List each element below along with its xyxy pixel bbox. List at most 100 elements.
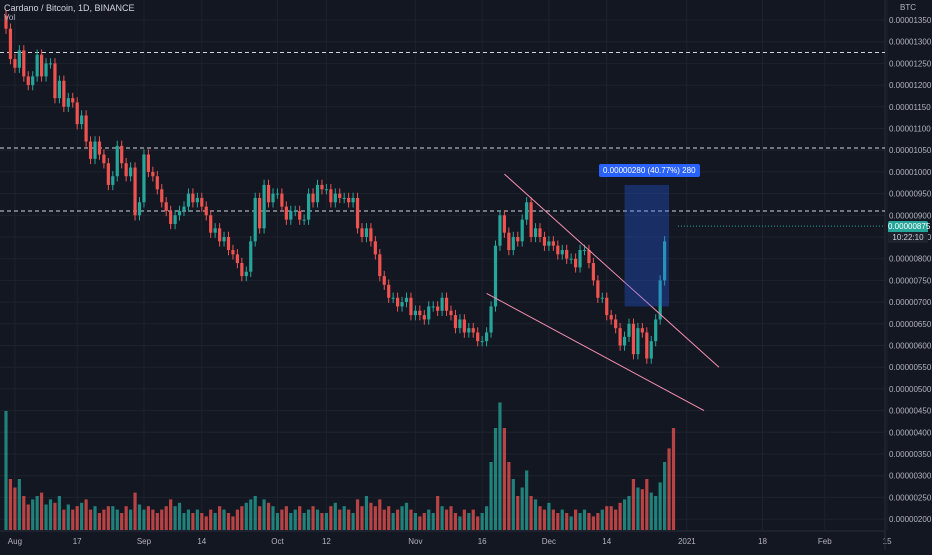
volume-bar (71, 509, 75, 530)
volume-bar (186, 509, 191, 530)
candle-body (453, 315, 458, 329)
candle-body (458, 319, 462, 329)
candle-body (169, 210, 173, 224)
volume-bar (560, 509, 564, 530)
wedge-lower-line (486, 292, 705, 412)
volume-bar (582, 509, 587, 530)
volume-bar (204, 516, 208, 530)
candle-body (582, 250, 587, 252)
price-tick-label: 0.00000950 (889, 190, 932, 199)
volume-bar (640, 489, 644, 530)
candle-body (31, 76, 35, 86)
candle-body (97, 141, 102, 155)
volume-bar (266, 502, 271, 530)
candle-body (409, 297, 413, 316)
volume-bar (516, 496, 520, 530)
time-tick-label: Sep (137, 537, 152, 546)
volume-bar (22, 496, 26, 530)
candle-body (333, 193, 337, 203)
volume-bar (293, 509, 297, 530)
candle-body (57, 80, 61, 99)
candle-body (129, 167, 133, 177)
volume-bar (222, 509, 226, 530)
volume-bar (542, 509, 547, 530)
volume-bar (133, 492, 137, 530)
candle-body (142, 154, 146, 203)
candle-body (360, 228, 364, 237)
candle-body (195, 197, 199, 203)
volume-bar (373, 506, 377, 530)
volume-bar (471, 509, 475, 530)
volume-bar (213, 513, 217, 530)
volume-bar (489, 462, 493, 530)
volume-bar (378, 499, 382, 530)
candle-body (186, 193, 191, 207)
volume-bar (177, 502, 182, 530)
measure-box (624, 184, 670, 307)
candle-body (13, 59, 17, 68)
candle-body (324, 189, 328, 191)
candle-body (218, 228, 222, 242)
volume-bar (533, 499, 538, 530)
candle-body (213, 228, 217, 233)
volume-bar (4, 411, 8, 530)
price-tick-label: 0.00000800 (889, 255, 932, 264)
current-price-value: 0.00000875 (888, 222, 931, 231)
volume-bar (347, 509, 351, 530)
candle-body (44, 63, 48, 77)
time-tick-label: 12 (322, 537, 331, 546)
candle-body (645, 332, 649, 359)
volume-bar (324, 513, 328, 530)
price-tick-label: 0.00000650 (889, 320, 932, 329)
candle-body (654, 319, 658, 342)
volume-bar (404, 502, 409, 530)
candle-body (663, 241, 667, 281)
volume-bar (302, 513, 306, 530)
candle-body (467, 328, 471, 333)
candle-body (320, 184, 324, 190)
candle-body (177, 210, 182, 216)
candle-body (80, 115, 84, 125)
candle-body (302, 219, 306, 221)
volume-bar (614, 509, 618, 530)
volume-bar (329, 506, 333, 530)
candle-body (658, 280, 662, 320)
volume-bar (360, 506, 364, 530)
volume-bar (48, 499, 53, 530)
volume-bar (209, 509, 213, 530)
candle-body (249, 241, 253, 272)
volume-bar (182, 513, 186, 530)
volume-bar (146, 506, 150, 530)
volume-bar (578, 513, 582, 530)
candle-body (342, 197, 346, 199)
candle-body (347, 197, 351, 203)
volume-bar (75, 506, 79, 530)
volume-bar (262, 499, 266, 530)
wedge-upper-line (504, 173, 720, 368)
candle-body (8, 28, 13, 60)
candle-body (88, 141, 93, 159)
volume-bar (142, 509, 146, 530)
candle-body (266, 184, 271, 203)
volume-bar (667, 448, 671, 530)
time-tick-label: 16 (478, 537, 487, 546)
candle-body (160, 189, 164, 203)
volume-label: Vol (4, 13, 16, 22)
candle-body (293, 210, 297, 212)
time-tick-label: 14 (197, 537, 206, 546)
candle-body (489, 306, 493, 333)
price-tick-label: 0.00001200 (889, 81, 932, 90)
volume-bar (191, 513, 195, 530)
candle-body (111, 176, 115, 185)
time-tick-label: 15 (883, 537, 892, 546)
time-tick-label: Aug (8, 537, 22, 546)
volume-bar (493, 428, 498, 530)
price-tick-label: 0.00000500 (889, 385, 932, 394)
time-tick-label: 18 (758, 537, 767, 546)
volume-bar (436, 496, 440, 530)
volume-bar (8, 479, 13, 530)
candle-body (66, 98, 70, 107)
volume-bar (507, 462, 511, 530)
candle-body (369, 228, 373, 242)
candle-body (578, 250, 582, 268)
